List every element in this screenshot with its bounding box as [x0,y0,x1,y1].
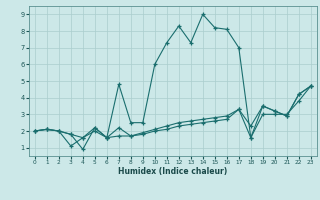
X-axis label: Humidex (Indice chaleur): Humidex (Indice chaleur) [118,167,228,176]
